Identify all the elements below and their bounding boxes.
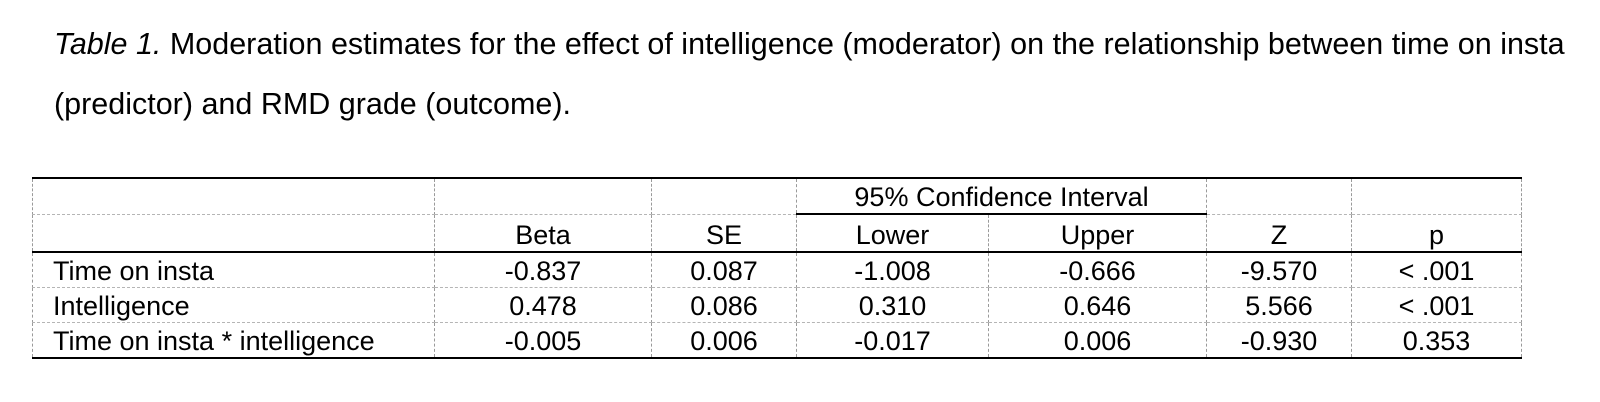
table-row: Intelligence 0.478 0.086 0.310 0.646 5.5… (32, 287, 1522, 323)
header-empty-cell (1351, 177, 1522, 215)
se-cell: 0.087 (651, 252, 797, 288)
table-caption: Table 1. Moderation estimates for the ef… (54, 14, 1574, 134)
column-header-label (32, 214, 435, 253)
lower-cell: -0.017 (796, 322, 989, 359)
caption-label: Table 1. (54, 27, 162, 61)
z-cell: -0.930 (1206, 322, 1352, 359)
p-cell: < .001 (1351, 287, 1522, 323)
column-header-beta: Beta (434, 214, 652, 253)
lower-cell: -1.008 (796, 252, 989, 288)
table-row: Time on insta * intelligence -0.005 0.00… (32, 322, 1522, 359)
z-cell: -9.570 (1206, 252, 1352, 288)
upper-cell: 0.006 (988, 322, 1207, 359)
column-header-upper: Upper (988, 214, 1207, 253)
table-row: Time on insta -0.837 0.087 -1.008 -0.666… (32, 252, 1522, 288)
header-empty-cell (434, 177, 652, 215)
lower-cell: 0.310 (796, 287, 989, 323)
header-empty-cell (32, 177, 435, 215)
beta-cell: -0.837 (434, 252, 652, 288)
upper-cell: 0.646 (988, 287, 1207, 323)
moderation-table: 95% Confidence Interval Beta SE Lower Up… (32, 177, 1522, 359)
row-label: Intelligence (32, 287, 435, 323)
beta-cell: -0.005 (434, 322, 652, 359)
beta-cell: 0.478 (434, 287, 652, 323)
upper-cell: -0.666 (988, 252, 1207, 288)
column-header-z: Z (1206, 214, 1352, 253)
p-cell: < .001 (1351, 252, 1522, 288)
se-cell: 0.006 (651, 322, 797, 359)
ci-header: 95% Confidence Interval (796, 177, 1207, 215)
row-label: Time on insta (32, 252, 435, 288)
ci-header-row: 95% Confidence Interval (32, 177, 1522, 215)
caption-text: Moderation estimates for the effect of i… (54, 27, 1565, 121)
p-cell: 0.353 (1351, 322, 1522, 359)
column-header-p: p (1351, 214, 1522, 253)
column-header-lower: Lower (796, 214, 989, 253)
header-empty-cell (651, 177, 797, 215)
header-empty-cell (1206, 177, 1352, 215)
column-header-row: Beta SE Lower Upper Z p (32, 214, 1522, 253)
z-cell: 5.566 (1206, 287, 1352, 323)
column-header-se: SE (651, 214, 797, 253)
se-cell: 0.086 (651, 287, 797, 323)
row-label: Time on insta * intelligence (32, 322, 435, 359)
